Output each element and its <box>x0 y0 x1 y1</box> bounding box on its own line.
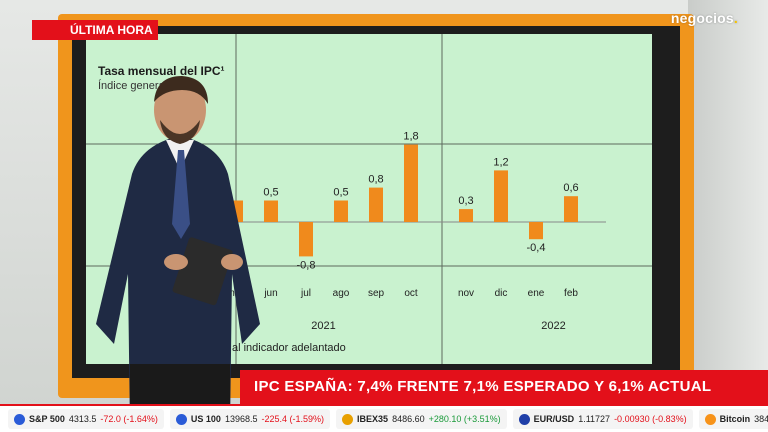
flag-icon <box>176 414 187 425</box>
ticker-value: 38474.21 <box>754 414 768 424</box>
value-label-dic: 1,2 <box>493 156 508 168</box>
value-label-ene: -0,4 <box>527 242 546 254</box>
ticker-item-3: EUR/USD 1.11727 -0.00930 (-0.83%) <box>513 409 693 429</box>
ticker-name: S&P 500 <box>29 414 65 424</box>
value-label-ago: 0,5 <box>333 187 348 199</box>
flag-icon <box>705 414 716 425</box>
chart-bars <box>229 145 578 257</box>
year-label-2021: 2021 <box>311 320 335 332</box>
ticker-item-2: IBEX35 8486.60 +280.10 (+3.51%) <box>336 409 507 429</box>
headline-banner: IPC ESPAÑA: 7,4% FRENTE 7,1% ESPERADO Y … <box>240 370 768 404</box>
category-label-nov: nov <box>458 288 474 299</box>
bar-ene <box>529 222 543 239</box>
studio-wall-right <box>688 0 768 432</box>
ticker-item-1: US 100 13968.5 -225.4 (-1.59%) <box>170 409 330 429</box>
ticker-name: EUR/USD <box>534 414 575 424</box>
ticker-change: +280.10 (+3.51%) <box>429 414 501 424</box>
ticker-name: US 100 <box>191 414 221 424</box>
year-label-2022: 2022 <box>541 320 565 332</box>
ticker-item-4: Bitcoin38474.21+761.53 (+2. <box>699 409 768 429</box>
category-label-sep: sep <box>368 288 385 299</box>
category-label-dic: dic <box>495 288 508 299</box>
value-label-feb: 0,6 <box>563 182 578 194</box>
bar-dic <box>494 170 508 222</box>
flag-icon <box>519 414 530 425</box>
ticker-change: -72.0 (-1.64%) <box>100 414 158 424</box>
value-label-nov: 0,3 <box>458 195 473 207</box>
value-label-sep: 0,8 <box>368 174 383 186</box>
ticker-change: -225.4 (-1.59%) <box>262 414 325 424</box>
chart-labels: may0,5jun-0,8jul0,5ago0,8sep1,8oct0,3nov… <box>227 131 579 332</box>
flag-icon <box>342 414 353 425</box>
category-label-oct: oct <box>404 288 418 299</box>
ticker-value: 8486.60 <box>392 414 425 424</box>
value-label-jul: -0,8 <box>297 259 316 271</box>
bar-ago <box>334 201 348 223</box>
bar-sep <box>369 188 383 222</box>
ticker-value: 4313.5 <box>69 414 97 424</box>
flag-icon <box>14 414 25 425</box>
market-ticker: S&P 500 4313.5 -72.0 (-1.64%) US 100 13968.5… <box>0 404 768 432</box>
logo-text: negocios <box>671 10 734 26</box>
ticker-change: -0.00930 (-0.83%) <box>614 414 687 424</box>
bar-jul <box>299 222 313 256</box>
category-label-ago: ago <box>333 288 350 299</box>
category-label-ene: ene <box>528 288 545 299</box>
bar-oct <box>404 145 418 222</box>
bar-feb <box>564 196 578 222</box>
category-label-feb: feb <box>564 288 578 299</box>
ticker-item-0: S&P 500 4313.5 -72.0 (-1.64%) <box>8 409 164 429</box>
logo-dot: . <box>734 10 738 26</box>
channel-logo: negocios. <box>671 10 738 26</box>
ticker-name: Bitcoin <box>720 414 751 424</box>
breaking-news-badge: ÚLTIMA HORA <box>32 20 158 40</box>
ticker-value: 13968.5 <box>225 414 258 424</box>
bar-nov <box>459 209 473 222</box>
value-label-oct: 1,8 <box>403 131 418 143</box>
ticker-name: IBEX35 <box>357 414 388 424</box>
ticker-value: 1.11727 <box>578 414 610 424</box>
category-label-jul: jul <box>300 288 311 299</box>
